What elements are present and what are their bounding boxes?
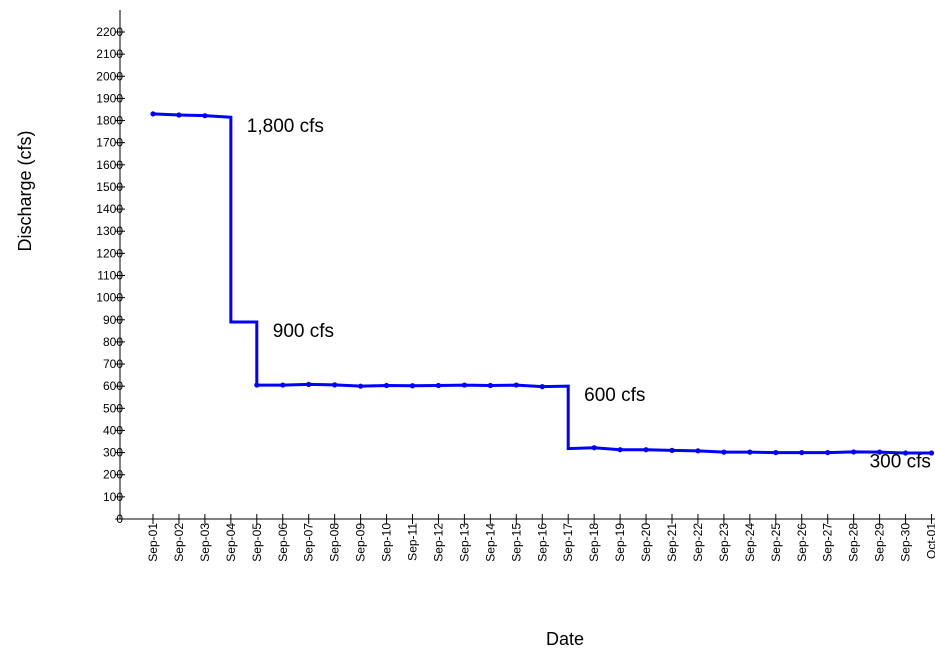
y-tick-label: 1200: [96, 246, 123, 260]
x-tick-label: Sep-30: [899, 523, 913, 562]
data-point: [358, 384, 363, 389]
x-tick-label: Sep-16: [535, 523, 549, 562]
x-tick-label: Sep-15: [509, 523, 523, 562]
y-tick-label: 1700: [96, 136, 123, 150]
data-point: [540, 384, 545, 389]
x-tick-label: Sep-17: [561, 523, 575, 562]
annotation-label: 1,800 cfs: [247, 116, 324, 137]
data-point: [721, 450, 726, 455]
data-point: [643, 447, 648, 452]
y-axis-title: Discharge (cfs): [15, 130, 35, 251]
annotation-label: 900 cfs: [273, 321, 334, 342]
data-point: [773, 450, 778, 455]
y-tick-label: 1000: [96, 291, 123, 305]
annotation-label: 600 cfs: [584, 385, 645, 406]
y-tick-label: 1800: [96, 114, 123, 128]
y-tick-label: 1600: [96, 158, 123, 172]
x-tick-label: Sep-01: [146, 523, 160, 562]
x-tick-label: Sep-18: [587, 523, 601, 562]
x-tick-label: Sep-03: [198, 523, 212, 562]
x-tick-label: Sep-13: [457, 523, 471, 562]
data-point: [488, 383, 493, 388]
y-tick-label: 1400: [96, 202, 123, 216]
data-point: [150, 111, 155, 116]
y-tick-label: 1900: [96, 91, 123, 105]
x-tick-label: Sep-29: [873, 523, 887, 562]
y-tick-label: 1100: [97, 269, 123, 283]
y-tick-label: 2200: [96, 25, 123, 39]
x-tick-label: Sep-20: [639, 523, 653, 562]
data-point: [592, 445, 597, 450]
data-point: [280, 382, 285, 387]
x-tick-label: Sep-11: [406, 523, 420, 561]
data-point: [462, 382, 467, 387]
y-tick-label: 1500: [96, 180, 123, 194]
y-tick-label: 400: [103, 423, 123, 437]
data-point: [695, 448, 700, 453]
x-tick-label: Sep-22: [691, 523, 705, 562]
data-point: [669, 448, 674, 453]
annotation-label: 300 cfs: [870, 452, 931, 473]
x-tick-label: Sep-07: [302, 523, 316, 562]
x-tick-label: Sep-28: [847, 523, 861, 562]
annotation-layer: 1,800 cfs 900 cfs 600 cfs 300 cfs: [247, 116, 931, 472]
y-tick-label: 2000: [96, 69, 123, 83]
x-tick-label: Sep-23: [717, 523, 731, 562]
y-tick-label: 100: [103, 490, 123, 504]
y-tick-label: 700: [103, 357, 123, 371]
x-tick-label: Sep-02: [172, 523, 186, 562]
data-point: [618, 447, 623, 452]
data-point: [514, 382, 519, 387]
data-point: [410, 383, 415, 388]
y-tick-label: 2100: [96, 47, 123, 61]
series-layer: [150, 111, 934, 455]
y-axis: 0100200300400500600700800900100011001200…: [96, 10, 125, 526]
data-point: [332, 382, 337, 387]
x-tick-label: Oct-01: [925, 523, 935, 559]
y-tick-label: 200: [103, 468, 123, 482]
data-point: [306, 382, 311, 387]
y-tick-label: 1300: [96, 224, 123, 238]
x-axis: Sep-01 Sep-02 Sep-03 Sep-04 Sep-05 Sep-06 Sep-…: [120, 514, 935, 562]
data-point: [799, 450, 804, 455]
discharge-series-line: [153, 114, 932, 453]
x-tick-label: Sep-14: [483, 523, 497, 562]
x-axis-title: Date: [546, 629, 584, 649]
y-tick-label: 600: [103, 379, 123, 393]
x-tick-label: Sep-05: [250, 523, 264, 562]
x-tick-label: Sep-27: [821, 523, 835, 562]
y-tick-label: 900: [103, 313, 123, 327]
x-tick-label: Sep-21: [665, 523, 679, 562]
data-point: [254, 382, 259, 387]
x-tick-label: Sep-10: [380, 523, 394, 562]
data-point: [202, 113, 207, 118]
data-point: [825, 450, 830, 455]
data-point: [436, 383, 441, 388]
x-tick-label: Sep-09: [354, 523, 368, 562]
x-tick-label: Sep-12: [431, 523, 445, 562]
x-tick-label: Sep-08: [328, 523, 342, 562]
data-point: [176, 112, 181, 117]
x-tick-label: Sep-19: [613, 523, 627, 562]
x-tick-label: Sep-04: [224, 523, 238, 562]
y-tick-label: 300: [103, 446, 123, 460]
x-tick-label: Sep-06: [276, 523, 290, 562]
x-tick-label: Sep-26: [795, 523, 809, 562]
data-point: [747, 450, 752, 455]
x-tick-label: Sep-24: [743, 523, 757, 562]
x-tick-label: Sep-25: [769, 523, 783, 562]
y-tick-label: 500: [103, 401, 123, 415]
data-point: [851, 449, 856, 454]
data-point: [384, 383, 389, 388]
y-tick-label: 800: [103, 335, 123, 349]
